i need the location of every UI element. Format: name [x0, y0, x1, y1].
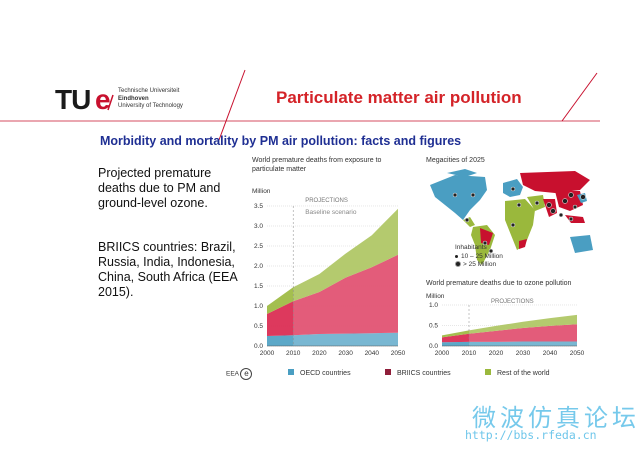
chart1-ytick-label: 3.5 — [254, 203, 263, 210]
chart1-xtick-label: 2040 — [365, 350, 380, 357]
legend-label-rest: Rest of the world — [497, 370, 550, 377]
logo-tu: TU — [55, 84, 91, 115]
chart1-title: World premature deaths from exposure to … — [252, 157, 382, 173]
map-title: Megacities of 2025 — [426, 157, 485, 164]
chart1-xtick-label: 2030 — [338, 350, 353, 357]
chart2-series-1-area — [442, 324, 577, 343]
chart2-ytick-label: 0.0 — [429, 343, 438, 350]
chart1-projection-shade — [293, 206, 398, 346]
chart2-xtick-label: 2000 — [435, 350, 450, 357]
legend-oecd: OECD countries — [288, 369, 351, 377]
legend-briics: BRIICS countries — [385, 369, 451, 377]
small-dot-icon — [455, 254, 458, 258]
university-line-3: University of Technology — [118, 103, 183, 109]
chart2-xtick-label: 2050 — [570, 350, 585, 357]
watermark-text: 微波仿真论坛 — [472, 404, 640, 432]
chart1-series-2-area — [267, 208, 398, 314]
world-map — [430, 169, 593, 265]
chart2-ytick-label: 0.5 — [429, 323, 438, 330]
chart1-ytick-label: 2.5 — [254, 243, 263, 250]
legend-label-oecd: OECD countries — [300, 370, 351, 377]
university-line-2: Eindhoven — [118, 95, 149, 102]
chart2-xtick-label: 2010 — [462, 350, 477, 357]
legend-swatch-icon — [485, 369, 491, 375]
chart1-ytick-label: 0.5 — [254, 323, 263, 330]
chart2-xtick-label: 2040 — [543, 350, 558, 357]
paragraph-1: Projected premature deaths due to PM and… — [98, 166, 221, 210]
chart2-series-2-area — [442, 314, 577, 338]
chart1-xtick-label: 2010 — [286, 350, 301, 357]
legend-swatch-icon — [385, 369, 391, 375]
source-label: EEA e — [226, 368, 253, 380]
map-legend-label-2: > 25 Million — [463, 261, 497, 268]
chart2-series-0-area — [442, 341, 577, 346]
legend-rest: Rest of the world — [485, 369, 550, 377]
chart1-ytick-label: 0.0 — [254, 343, 263, 350]
chart1-annotation: PROJECTIONS — [305, 198, 348, 204]
legend-swatch-icon — [288, 369, 294, 375]
map-legend-label-1: 10 – 25 Million — [461, 253, 503, 260]
chart2-ylabel: Million — [426, 293, 445, 300]
slide-subtitle: Morbidity and mortality by PM air pollut… — [100, 134, 462, 148]
university-line-1: Technische Universiteit — [118, 88, 180, 94]
chart1-xtick-label: 2020 — [312, 350, 327, 357]
chart2-ytick-label: 1.0 — [429, 302, 438, 309]
map-legend-title: Inhabitants — [455, 244, 487, 251]
chart2-svg: 0.0 0.5 1.0 2000 2010 2020 2030 2040 2050 PROJECT… — [429, 299, 585, 357]
map-legend-item-2: > 25 Million — [455, 261, 496, 268]
chart1-series-1-area — [267, 254, 398, 336]
chart2-title: World premature deaths due to ozone poll… — [426, 280, 572, 287]
chart1-ytick-label: 1.0 — [254, 303, 263, 310]
chart1-svg: 0.0 0.5 1.0 1.5 2.0 2.5 3.0 3.5 2000 2010 2020 2030… — [254, 198, 406, 357]
chart2-xtick-label: 2020 — [489, 350, 504, 357]
map-legend-item-1: 10 – 25 Million — [455, 253, 503, 260]
chart1-ytick-label: 1.5 — [254, 283, 263, 290]
chart1-xtick-label: 2000 — [260, 350, 275, 357]
large-dot-icon — [455, 261, 461, 268]
watermark-url: http://bbs.rfeda.cn — [465, 428, 597, 442]
chart1-series-0-area — [267, 332, 398, 346]
chart2-annotation: PROJECTIONS — [491, 299, 534, 305]
chart1-ytick-label: 2.0 — [254, 263, 263, 270]
chart1-annotation2: Baseline scenario — [305, 209, 357, 216]
chart1-ytick-label: 3.0 — [254, 223, 263, 230]
eea-logo-icon: e — [240, 368, 253, 380]
paragraph-2: BRIICS countries: Brazil, Russia, India,… — [98, 240, 237, 299]
chart2-xtick-label: 2030 — [516, 350, 531, 357]
university-name: Technische Universiteit Eindhoven Univer… — [118, 88, 183, 111]
chart1-ylabel: Million — [252, 188, 271, 195]
slide-title: Particulate matter air pollution — [276, 88, 522, 107]
source-text: EEA — [226, 370, 239, 378]
legend-label-briics: BRIICS countries — [397, 370, 451, 377]
chart2-projection-shade — [469, 305, 577, 346]
logo-e: e — [95, 84, 111, 115]
chart1-xtick-label: 2050 — [391, 350, 406, 357]
